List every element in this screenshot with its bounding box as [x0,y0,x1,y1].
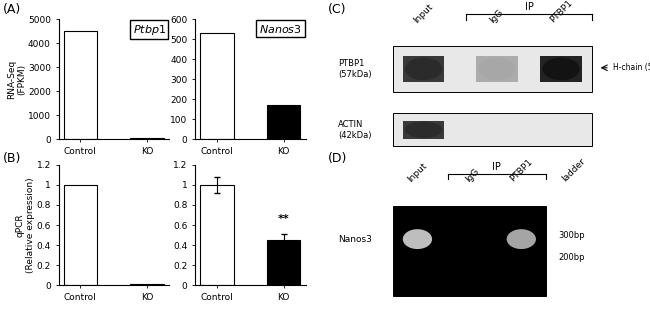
Text: Input: Input [412,2,435,25]
Text: IgG: IgG [464,166,481,184]
Text: (C): (C) [328,3,346,16]
Text: PTBP1: PTBP1 [508,158,534,184]
Text: PTBP1
(57kDa): PTBP1 (57kDa) [338,59,372,79]
Text: $\it{Nanos3}$: $\it{Nanos3}$ [259,23,302,35]
Ellipse shape [506,229,536,249]
Bar [393,206,546,296]
Bar [64,31,97,139]
Ellipse shape [478,58,515,80]
Text: IP: IP [525,3,534,12]
Text: $\it{Ptbp1}$: $\it{Ptbp1}$ [133,23,166,37]
Ellipse shape [542,58,580,80]
Bar [131,138,164,139]
Bar [267,240,300,285]
Text: 300bp: 300bp [558,231,584,240]
Bar [403,56,445,81]
Bar [403,120,445,139]
Text: (A): (A) [3,3,21,16]
Bar [64,185,97,285]
Bar [200,33,233,139]
Ellipse shape [403,229,432,249]
Text: **: ** [278,215,290,224]
Text: Input: Input [406,161,429,184]
Text: (B): (B) [3,152,21,165]
Text: 200bp: 200bp [558,253,584,262]
Text: IgG: IgG [488,7,506,25]
Bar [267,105,300,139]
Text: (D): (D) [328,152,348,165]
Bar [393,113,592,146]
Text: PTBP1: PTBP1 [548,0,574,25]
Ellipse shape [405,58,442,80]
Bar [393,46,592,92]
Bar [200,185,233,285]
Text: ACTIN
(42kDa): ACTIN (42kDa) [338,120,372,140]
Bar [540,56,582,81]
Bar [476,56,517,81]
Y-axis label: RNA-Seq
(FPKM): RNA-Seq (FPKM) [7,60,27,99]
Y-axis label: qPCR
(Relative expression): qPCR (Relative expression) [16,177,35,273]
Text: IP: IP [493,162,501,172]
Text: Nanos3: Nanos3 [338,235,372,244]
Text: ladder: ladder [560,157,587,184]
Text: H-chain (50kDa): H-chain (50kDa) [613,63,650,72]
Bar [131,284,164,285]
Ellipse shape [405,121,442,138]
